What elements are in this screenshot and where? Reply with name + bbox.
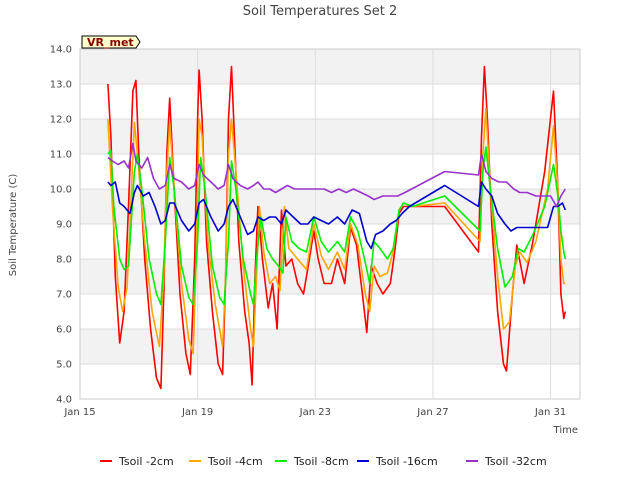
- series-lines: [107, 65, 567, 390]
- plot-band: [80, 364, 580, 399]
- plot-band: [80, 49, 580, 84]
- y-tick-label: 10.0: [50, 185, 72, 196]
- station-badge-shape: [81, 35, 141, 49]
- y-tick-label: 13.0: [50, 80, 72, 91]
- plot-band: [80, 84, 580, 119]
- y-tick-label: 5.0: [56, 360, 72, 371]
- plot-band: [80, 329, 580, 364]
- series-line-tsoil-16cm: [107, 181, 567, 250]
- series-line-tsoil-2cm: [107, 65, 567, 390]
- y-tick-label: 7.0: [56, 290, 72, 301]
- legend-label-tsoil-16cm: Tsoil -16cm: [375, 455, 438, 468]
- x-tick-label: Jan 15: [63, 407, 95, 418]
- x-tick-labels: Jan 15 Jan 19 Jan 23 Jan 27 Jan 31: [63, 407, 566, 418]
- station-badge: VR_met: [81, 35, 141, 49]
- y-tick-label: 11.0: [50, 150, 72, 161]
- station-badge-label: VR_met: [87, 36, 134, 49]
- x-axis-label: Time: [553, 425, 578, 436]
- y-tick-label: 9.0: [56, 220, 72, 231]
- legend-label-tsoil-2cm: Tsoil -2cm: [118, 455, 174, 468]
- x-tick-label: Jan 31: [534, 407, 566, 418]
- chart-title: Soil Temperatures Set 2: [243, 4, 398, 19]
- series-line-tsoil-32cm: [107, 142, 566, 208]
- x-tick-label: Jan 19: [181, 407, 213, 418]
- plot-band: [80, 224, 580, 259]
- y-tick-label: 14.0: [50, 45, 72, 56]
- y-tick-label: 8.0: [56, 255, 72, 266]
- y-tick-label: 4.0: [56, 395, 72, 406]
- plot-band: [80, 189, 580, 224]
- legend: Tsoil -2cm Tsoil -4cm Tsoil -8cm Tsoil -16c…: [100, 455, 547, 468]
- series-line-tsoil-8cm: [107, 146, 567, 306]
- legend-label-tsoil-8cm: Tsoil -8cm: [293, 455, 349, 468]
- x-tick-label: Jan 27: [416, 407, 448, 418]
- y-tick-label: 6.0: [56, 325, 72, 336]
- plot-band: [80, 119, 580, 154]
- legend-label-tsoil-32cm: Tsoil -32cm: [484, 455, 547, 468]
- x-tick-label: Jan 23: [299, 407, 331, 418]
- y-tick-labels: 4.0 5.0 6.0 7.0 8.0 9.0 10.0 11.0 12.0 13.0 14.0: [50, 45, 72, 406]
- y-axis-label: Soil Temperature (C): [8, 174, 19, 277]
- legend-label-tsoil-4cm: Tsoil -4cm: [207, 455, 263, 468]
- plot-border: [79, 48, 581, 400]
- plot-band: [80, 154, 580, 189]
- series-line-tsoil-4cm: [107, 107, 566, 355]
- y-tick-label: 12.0: [50, 115, 72, 126]
